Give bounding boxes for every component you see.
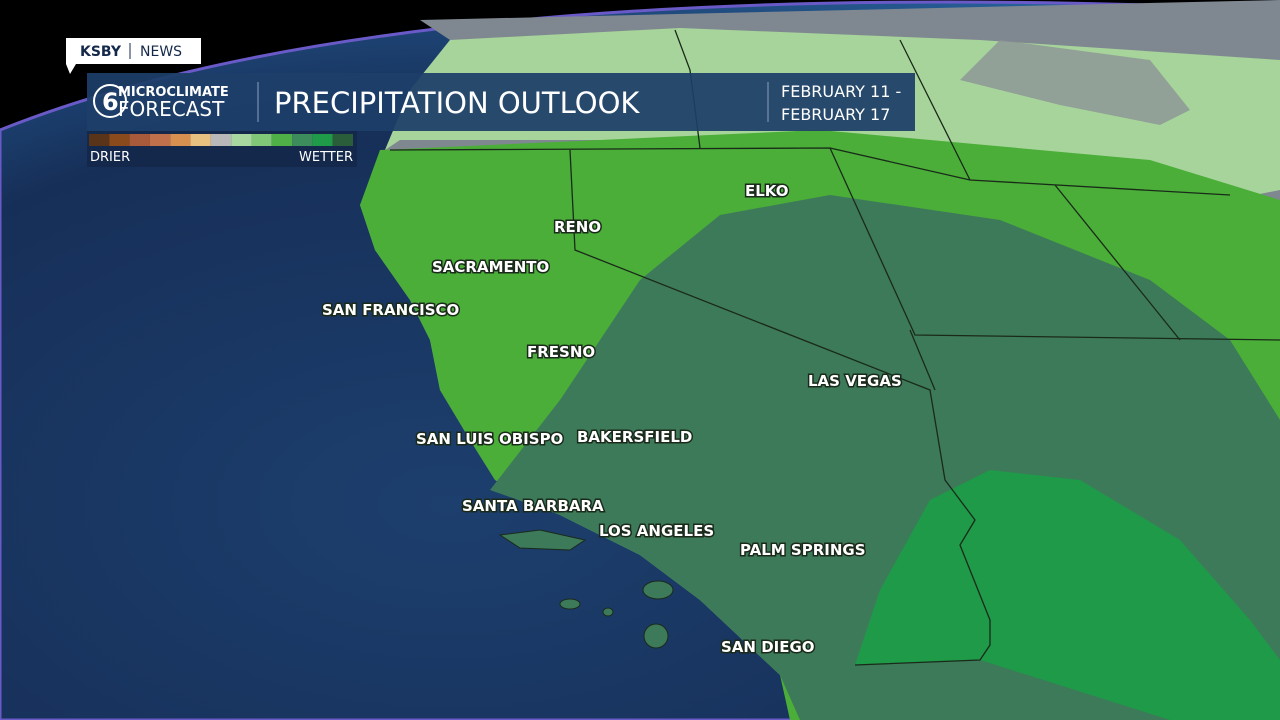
brand-top: MICROCLIMATE [118, 85, 229, 100]
logo-number: 6 [102, 88, 119, 116]
legend-swatch [271, 134, 293, 146]
city-label: RENO [554, 218, 601, 236]
date-end: FEBRUARY 17 [781, 105, 890, 124]
state-line [389, 147, 1280, 341]
state-line [674, 29, 1231, 391]
legend-swatch [170, 134, 191, 146]
brand-bottom: FORECAST [118, 97, 225, 121]
legend-high: WETTER [299, 150, 353, 165]
city-label: FRESNO [527, 343, 595, 361]
city-label: SACRAMENTO [432, 258, 549, 276]
section: NEWS [140, 44, 182, 60]
legend-swatch [190, 134, 211, 146]
legend-swatch [312, 134, 333, 146]
legend-swatch [109, 134, 130, 146]
legend-low: DRIER [90, 150, 130, 165]
city-label: ELKO [745, 182, 789, 200]
islands [498, 529, 674, 649]
ca-border [569, 149, 991, 666]
city-label: SANTA BARBARA [462, 497, 604, 515]
logo-ring [93, 84, 127, 118]
legend-swatch [332, 134, 353, 146]
title-bar [87, 73, 915, 131]
cloud-area [960, 40, 1190, 125]
legend-swatch [231, 134, 252, 146]
zone-wet [855, 470, 1280, 720]
city-label: PALM SPRINGS [740, 541, 866, 559]
station-tag [66, 38, 201, 64]
city-label: SAN FRANCISCO [322, 301, 459, 319]
legend-swatch [292, 134, 313, 146]
city-label: SAN DIEGO [721, 638, 815, 656]
legend-swatch [149, 134, 171, 146]
tag-pointer [66, 64, 76, 74]
city-label: SAN LUIS OBISPO [416, 430, 563, 448]
city-label: BAKERSFIELD [577, 428, 692, 446]
city-label: LOS ANGELES [599, 522, 714, 540]
title: PRECIPITATION OUTLOOK [274, 86, 640, 120]
legend-swatch [129, 134, 150, 146]
legend-swatch [210, 134, 232, 146]
city-label: LAS VEGAS [808, 372, 902, 390]
legend-swatch [89, 134, 110, 146]
station: KSBY [80, 44, 122, 60]
date-start: FEBRUARY 11 - [781, 82, 901, 101]
legend-scale [89, 134, 353, 146]
legend-swatch [251, 134, 272, 146]
